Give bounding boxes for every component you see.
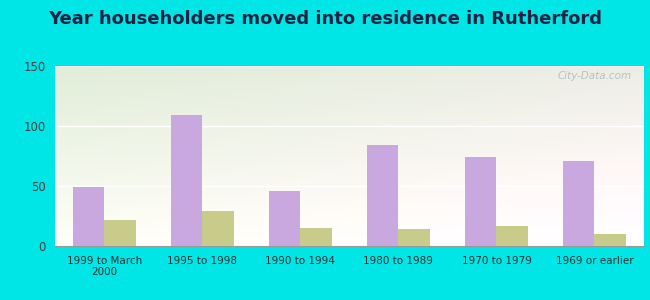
Bar bbox=[497, 226, 528, 246]
Text: City-Data.com: City-Data.com bbox=[558, 71, 632, 81]
Bar bbox=[202, 211, 234, 246]
Bar bbox=[465, 157, 497, 246]
Bar bbox=[300, 228, 332, 246]
Bar bbox=[73, 187, 104, 246]
Bar bbox=[171, 115, 202, 246]
Bar bbox=[563, 161, 595, 246]
Bar bbox=[595, 234, 626, 246]
Bar bbox=[104, 220, 136, 246]
Bar bbox=[269, 191, 300, 246]
Bar bbox=[398, 229, 430, 246]
Text: Year householders moved into residence in Rutherford: Year householders moved into residence i… bbox=[48, 11, 602, 28]
Bar bbox=[367, 145, 398, 246]
